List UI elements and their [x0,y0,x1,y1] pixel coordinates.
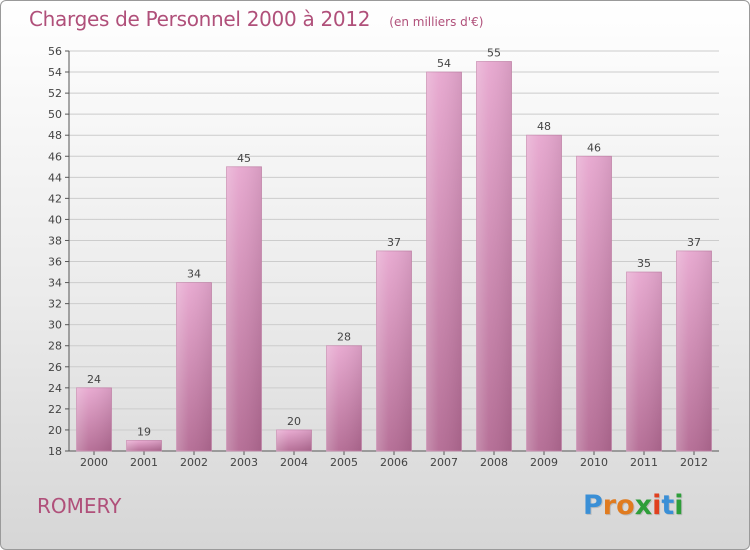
bar-shine [176,282,212,451]
bar-shine [376,251,412,451]
chart-subtitle: (en milliers d'€) [389,15,484,29]
proxiti-logo[interactable]: Proxiti [583,490,684,521]
bar-shine [676,251,712,451]
bar-shine [326,345,362,451]
x-tick-label: 2006 [380,456,408,469]
x-tick-label: 2004 [280,456,308,469]
y-tick-label: 28 [48,340,62,353]
y-tick-label: 54 [48,66,62,79]
bar-shine [426,72,462,451]
bar-value-label: 45 [237,152,251,165]
x-tick-label: 2001 [130,456,158,469]
x-tick-label: 2010 [580,456,608,469]
y-tick-label: 50 [48,108,62,121]
bar-shine [76,387,112,451]
bars [76,61,712,452]
y-tick-label: 48 [48,129,62,142]
bar-value-label: 55 [487,47,501,60]
title-block: Charges de Personnel 2000 à 2012 (en mil… [29,7,483,31]
x-tick-label: 2008 [480,456,508,469]
chart-title: Charges de Personnel 2000 à 2012 [29,7,371,31]
y-tick-label: 34 [48,277,62,290]
bar-value-label: 34 [187,268,201,281]
bar-shine [526,135,562,452]
y-tick-label: 22 [48,403,62,416]
x-tick-label: 2012 [680,456,708,469]
y-tick-label: 24 [48,382,62,395]
logo-letter: P [583,490,603,521]
y-tick-label: 46 [48,150,62,163]
y-tick-label: 18 [48,445,62,458]
x-tick-label: 2003 [230,456,258,469]
x-tick-label: 2011 [630,456,658,469]
y-tick-label: 42 [48,192,62,205]
logo-letter: o [616,490,635,521]
bar-shine [226,166,262,451]
logo-letter: x [634,490,653,521]
x-tick-label: 2005 [330,456,358,469]
bar-value-label: 46 [587,141,601,154]
y-tick-label: 44 [48,171,62,184]
y-tick-label: 56 [48,45,62,58]
x-tick-label: 2007 [430,456,458,469]
bar-shine [476,61,512,452]
y-tick-label: 36 [48,256,62,269]
y-tick-label: 20 [48,424,62,437]
bar-value-label: 35 [637,257,651,270]
logo-letter: i [674,490,684,521]
bar-shine [126,440,162,451]
logo-letter: r [602,490,617,521]
x-tick-label: 2002 [180,456,208,469]
bar-value-label: 54 [437,57,451,70]
x-tick-label: 2009 [530,456,558,469]
y-tick-label: 40 [48,213,62,226]
y-tick-label: 26 [48,361,62,374]
y-tick-label: 52 [48,87,62,100]
bar-shine [626,272,662,451]
bar-value-label: 19 [137,425,151,438]
bar-shine [276,429,312,451]
y-tick-label: 38 [48,234,62,247]
bar-value-label: 37 [687,236,701,249]
x-tick-label: 2000 [80,456,108,469]
labels: 18 20 22 24 26 28 30 32 34 36 38 40 42 44 46 48 50 52 54 56… [48,45,708,469]
commune-name: ROMERY [37,494,122,518]
y-tick-label: 30 [48,319,62,332]
bar-value-label: 48 [537,120,551,133]
y-tick-label: 32 [48,298,62,311]
logo-letter: t [661,490,675,521]
bar-value-label: 28 [337,331,351,344]
logo-letter: i [652,490,662,521]
bar-shine [576,156,612,451]
bar-value-label: 37 [387,236,401,249]
bar-value-label: 24 [87,373,101,386]
bar-value-label: 20 [287,415,301,428]
